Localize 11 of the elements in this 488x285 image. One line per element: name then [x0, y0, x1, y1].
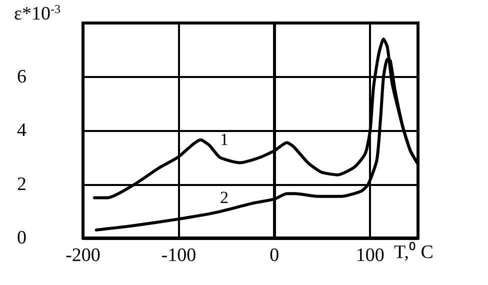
x-tick-label: -100	[161, 245, 196, 266]
x-tick-label: -200	[66, 245, 100, 266]
y-tick-label: 2	[17, 174, 26, 195]
annotation: 1	[220, 130, 228, 149]
y-tick-label: 0	[17, 228, 26, 248]
y-tick-label: 4	[17, 120, 27, 141]
x-tick-label: 0	[270, 245, 280, 266]
annotation: 2	[220, 188, 228, 207]
x-axis-title: T,⁰ C	[394, 241, 434, 263]
x-tick-label: 100	[356, 245, 384, 266]
y-tick-label: 6	[17, 66, 26, 88]
